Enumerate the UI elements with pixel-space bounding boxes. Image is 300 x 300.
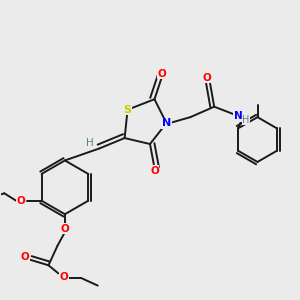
Text: H: H: [242, 115, 250, 125]
Text: N: N: [234, 111, 242, 121]
Text: O: O: [17, 196, 26, 206]
Text: O: O: [158, 69, 166, 79]
Text: S: S: [124, 105, 132, 115]
Text: O: O: [203, 73, 212, 83]
Text: O: O: [61, 224, 69, 233]
Text: O: O: [21, 252, 30, 262]
Text: O: O: [150, 166, 159, 176]
Text: N: N: [162, 118, 171, 128]
Text: H: H: [86, 138, 94, 148]
Text: O: O: [60, 272, 69, 282]
